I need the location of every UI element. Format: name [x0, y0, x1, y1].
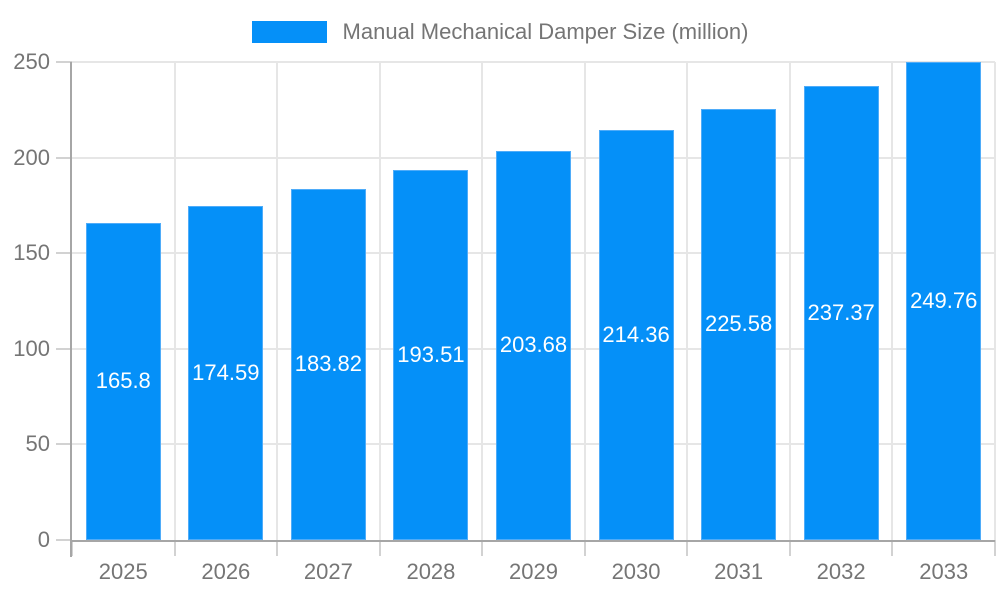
y-tick: [56, 443, 72, 446]
y-axis-label: 200: [13, 144, 50, 170]
x-tick: [994, 540, 996, 556]
x-axis-label: 2027: [303, 559, 353, 584]
v-gridline: [994, 62, 996, 540]
bar[interactable]: 193.51: [393, 170, 469, 540]
bar[interactable]: 249.76: [906, 62, 982, 540]
x-tick: [276, 540, 279, 556]
x-tick: [583, 540, 586, 556]
legend-item[interactable]: Manual Mechanical Damper Size (million): [251, 18, 749, 46]
legend-label: Manual Mechanical Damper Size (million): [342, 19, 749, 44]
x-tick: [71, 540, 73, 556]
y-tick: [56, 539, 72, 541]
v-gridline: [583, 62, 586, 540]
x-axis-label: 2028: [406, 559, 456, 584]
bar[interactable]: 174.59: [188, 206, 264, 540]
bar-value-label: 174.59: [192, 360, 260, 386]
y-axis-label: 250: [13, 49, 50, 74]
bar-value-label: 225.58: [704, 311, 773, 337]
x-tick: [891, 540, 894, 556]
v-gridline: [276, 62, 279, 540]
x-axis-label: 2033: [919, 559, 969, 584]
y-tick: [56, 347, 72, 350]
y-tick: [56, 156, 72, 159]
y-axis-line: [70, 62, 72, 557]
bar[interactable]: 165.8: [85, 222, 161, 540]
y-axis-label: 150: [13, 240, 50, 266]
x-tick: [686, 540, 689, 556]
bar-value-label: 193.51: [397, 341, 465, 367]
bar-value-label: 183.82: [294, 351, 363, 377]
bar[interactable]: 225.58: [701, 108, 777, 540]
x-axis-label: 2032: [816, 559, 866, 584]
bar-value-label: 165.8: [95, 368, 151, 394]
legend: Manual Mechanical Damper Size (million): [0, 17, 1000, 47]
x-axis-label: 2025: [98, 559, 148, 584]
y-axis-label: 0: [37, 527, 50, 552]
bar[interactable]: 183.82: [290, 188, 366, 540]
x-tick: [173, 540, 176, 556]
bar-value-label: 249.76: [910, 288, 978, 314]
h-gridline: [72, 61, 995, 63]
bar[interactable]: 214.36: [598, 130, 674, 540]
y-axis-label: 100: [13, 335, 50, 361]
v-gridline: [173, 62, 176, 540]
bar[interactable]: 203.68: [496, 150, 571, 540]
x-axis-label: 2031: [714, 559, 764, 584]
y-tick: [56, 252, 72, 255]
v-gridline: [891, 62, 894, 540]
v-gridline: [788, 62, 791, 540]
x-axis-label: 2026: [201, 559, 251, 584]
bar-value-label: 203.68: [499, 332, 568, 358]
y-tick: [56, 61, 72, 63]
x-tick: [378, 540, 381, 556]
v-gridline: [378, 62, 381, 540]
y-axis-label: 50: [25, 431, 50, 457]
bar-value-label: 237.37: [807, 300, 875, 326]
legend-swatch-icon: [251, 21, 327, 43]
x-axis-label: 2030: [611, 559, 661, 584]
x-tick: [788, 540, 791, 556]
v-gridline: [686, 62, 689, 540]
x-tick: [481, 540, 484, 556]
bar-value-label: 214.36: [602, 322, 670, 348]
v-gridline: [481, 62, 484, 540]
x-axis-label: 2029: [509, 559, 558, 584]
x-axis-line: [70, 540, 995, 542]
bar[interactable]: 237.37: [803, 86, 879, 540]
